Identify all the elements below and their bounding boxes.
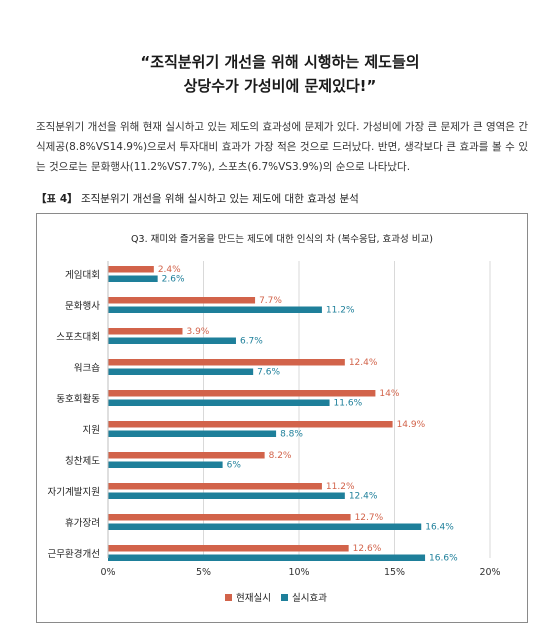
bar-current [108, 514, 351, 521]
category-label: 근무환경개선 [48, 548, 100, 560]
x-tick-label: 20% [479, 567, 500, 578]
table-caption-text: 조직분위기 개선을 위해 실시하고 있는 제도에 대한 효과성 분석 [80, 193, 359, 205]
data-label: 7.6% [257, 368, 280, 378]
category-label: 휴가장려 [65, 517, 100, 529]
data-label: 16.4% [425, 523, 454, 533]
x-tick-label: 5% [196, 567, 211, 578]
bar-effect [108, 492, 345, 499]
data-label: 7.7% [259, 296, 282, 306]
bar-effect [108, 461, 223, 468]
data-label: 12.6% [353, 544, 382, 554]
bar-current [108, 421, 393, 428]
data-label: 2.4% [158, 265, 181, 275]
data-label: 2.6% [162, 275, 185, 285]
bar-effect [108, 337, 236, 344]
category-label: 문화행사 [65, 300, 100, 312]
bar-current [108, 452, 265, 459]
category-label: 동호회활동 [56, 393, 100, 405]
category-label: 게임대회 [65, 269, 100, 281]
bar-current [108, 545, 349, 552]
x-tick-label: 0% [100, 567, 115, 578]
chart-container: Q3. 재미와 즐거움을 만드는 제도에 대한 인식의 차 (복수응답, 효과성… [36, 213, 528, 623]
data-label: 12.4% [349, 358, 378, 368]
category-label: 칭찬제도 [65, 456, 100, 467]
bar-effect [108, 523, 422, 530]
data-label: 6% [227, 461, 242, 471]
data-label: 3.9% [186, 327, 209, 337]
bar-current [108, 297, 256, 304]
bar-effect [108, 430, 277, 437]
x-tick-label: 10% [288, 567, 309, 578]
data-label: 8.2% [269, 451, 292, 461]
table-caption: 【표 4】 조직분위기 개선을 위해 실시하고 있는 제도에 대한 효과성 분석 [36, 191, 359, 206]
data-label: 12.4% [349, 492, 378, 502]
headline: “조직분위기 개선을 위해 시행하는 제도들의 상당수가 가성비에 문제있다!” [0, 50, 560, 98]
bar-current [108, 390, 376, 397]
category-label: 워크숍 [74, 363, 100, 374]
bar-current [108, 266, 154, 273]
data-label: 14% [379, 389, 399, 399]
bar-effect [108, 554, 426, 561]
data-label: 12.7% [355, 513, 384, 523]
bar-chart: Q3. 재미와 즐거움을 만드는 제도에 대한 인식의 차 (복수응답, 효과성… [48, 233, 501, 604]
legend-label: 실시효과 [292, 593, 327, 604]
headline-line-1: “조직분위기 개선을 위해 시행하는 제도들의 [140, 53, 420, 71]
bar-effect [108, 275, 158, 282]
data-label: 16.6% [429, 554, 458, 564]
bar-current [108, 483, 322, 490]
data-label: 11.2% [326, 306, 355, 316]
bar-current [108, 359, 345, 366]
x-tick-label: 15% [384, 567, 405, 578]
data-label: 6.7% [240, 337, 263, 347]
data-label: 11.6% [334, 399, 363, 409]
body-paragraph: 조직분위기 개선을 위해 현재 실시하고 있는 제도의 효과성에 문제가 있다.… [36, 121, 528, 173]
legend-swatch [225, 594, 232, 601]
bar-effect [108, 306, 322, 313]
headline-line-2: 상당수가 가성비에 문제있다!” [183, 77, 377, 95]
bar-current [108, 328, 183, 335]
data-label: 8.8% [280, 430, 303, 440]
legend-swatch [281, 594, 288, 601]
data-label: 14.9% [397, 420, 426, 430]
legend-label: 현재실시 [236, 593, 271, 604]
table-caption-tag: 【표 4】 [36, 193, 78, 205]
data-label: 11.2% [326, 482, 355, 492]
chart-title: Q3. 재미와 즐거움을 만드는 제도에 대한 인식의 차 (복수응답, 효과성… [131, 233, 433, 245]
bar-effect [108, 368, 254, 375]
bar-effect [108, 399, 330, 406]
category-label: 스포츠대회 [56, 332, 100, 343]
category-label: 지원 [83, 425, 100, 436]
category-label: 자기계발지원 [48, 486, 100, 498]
